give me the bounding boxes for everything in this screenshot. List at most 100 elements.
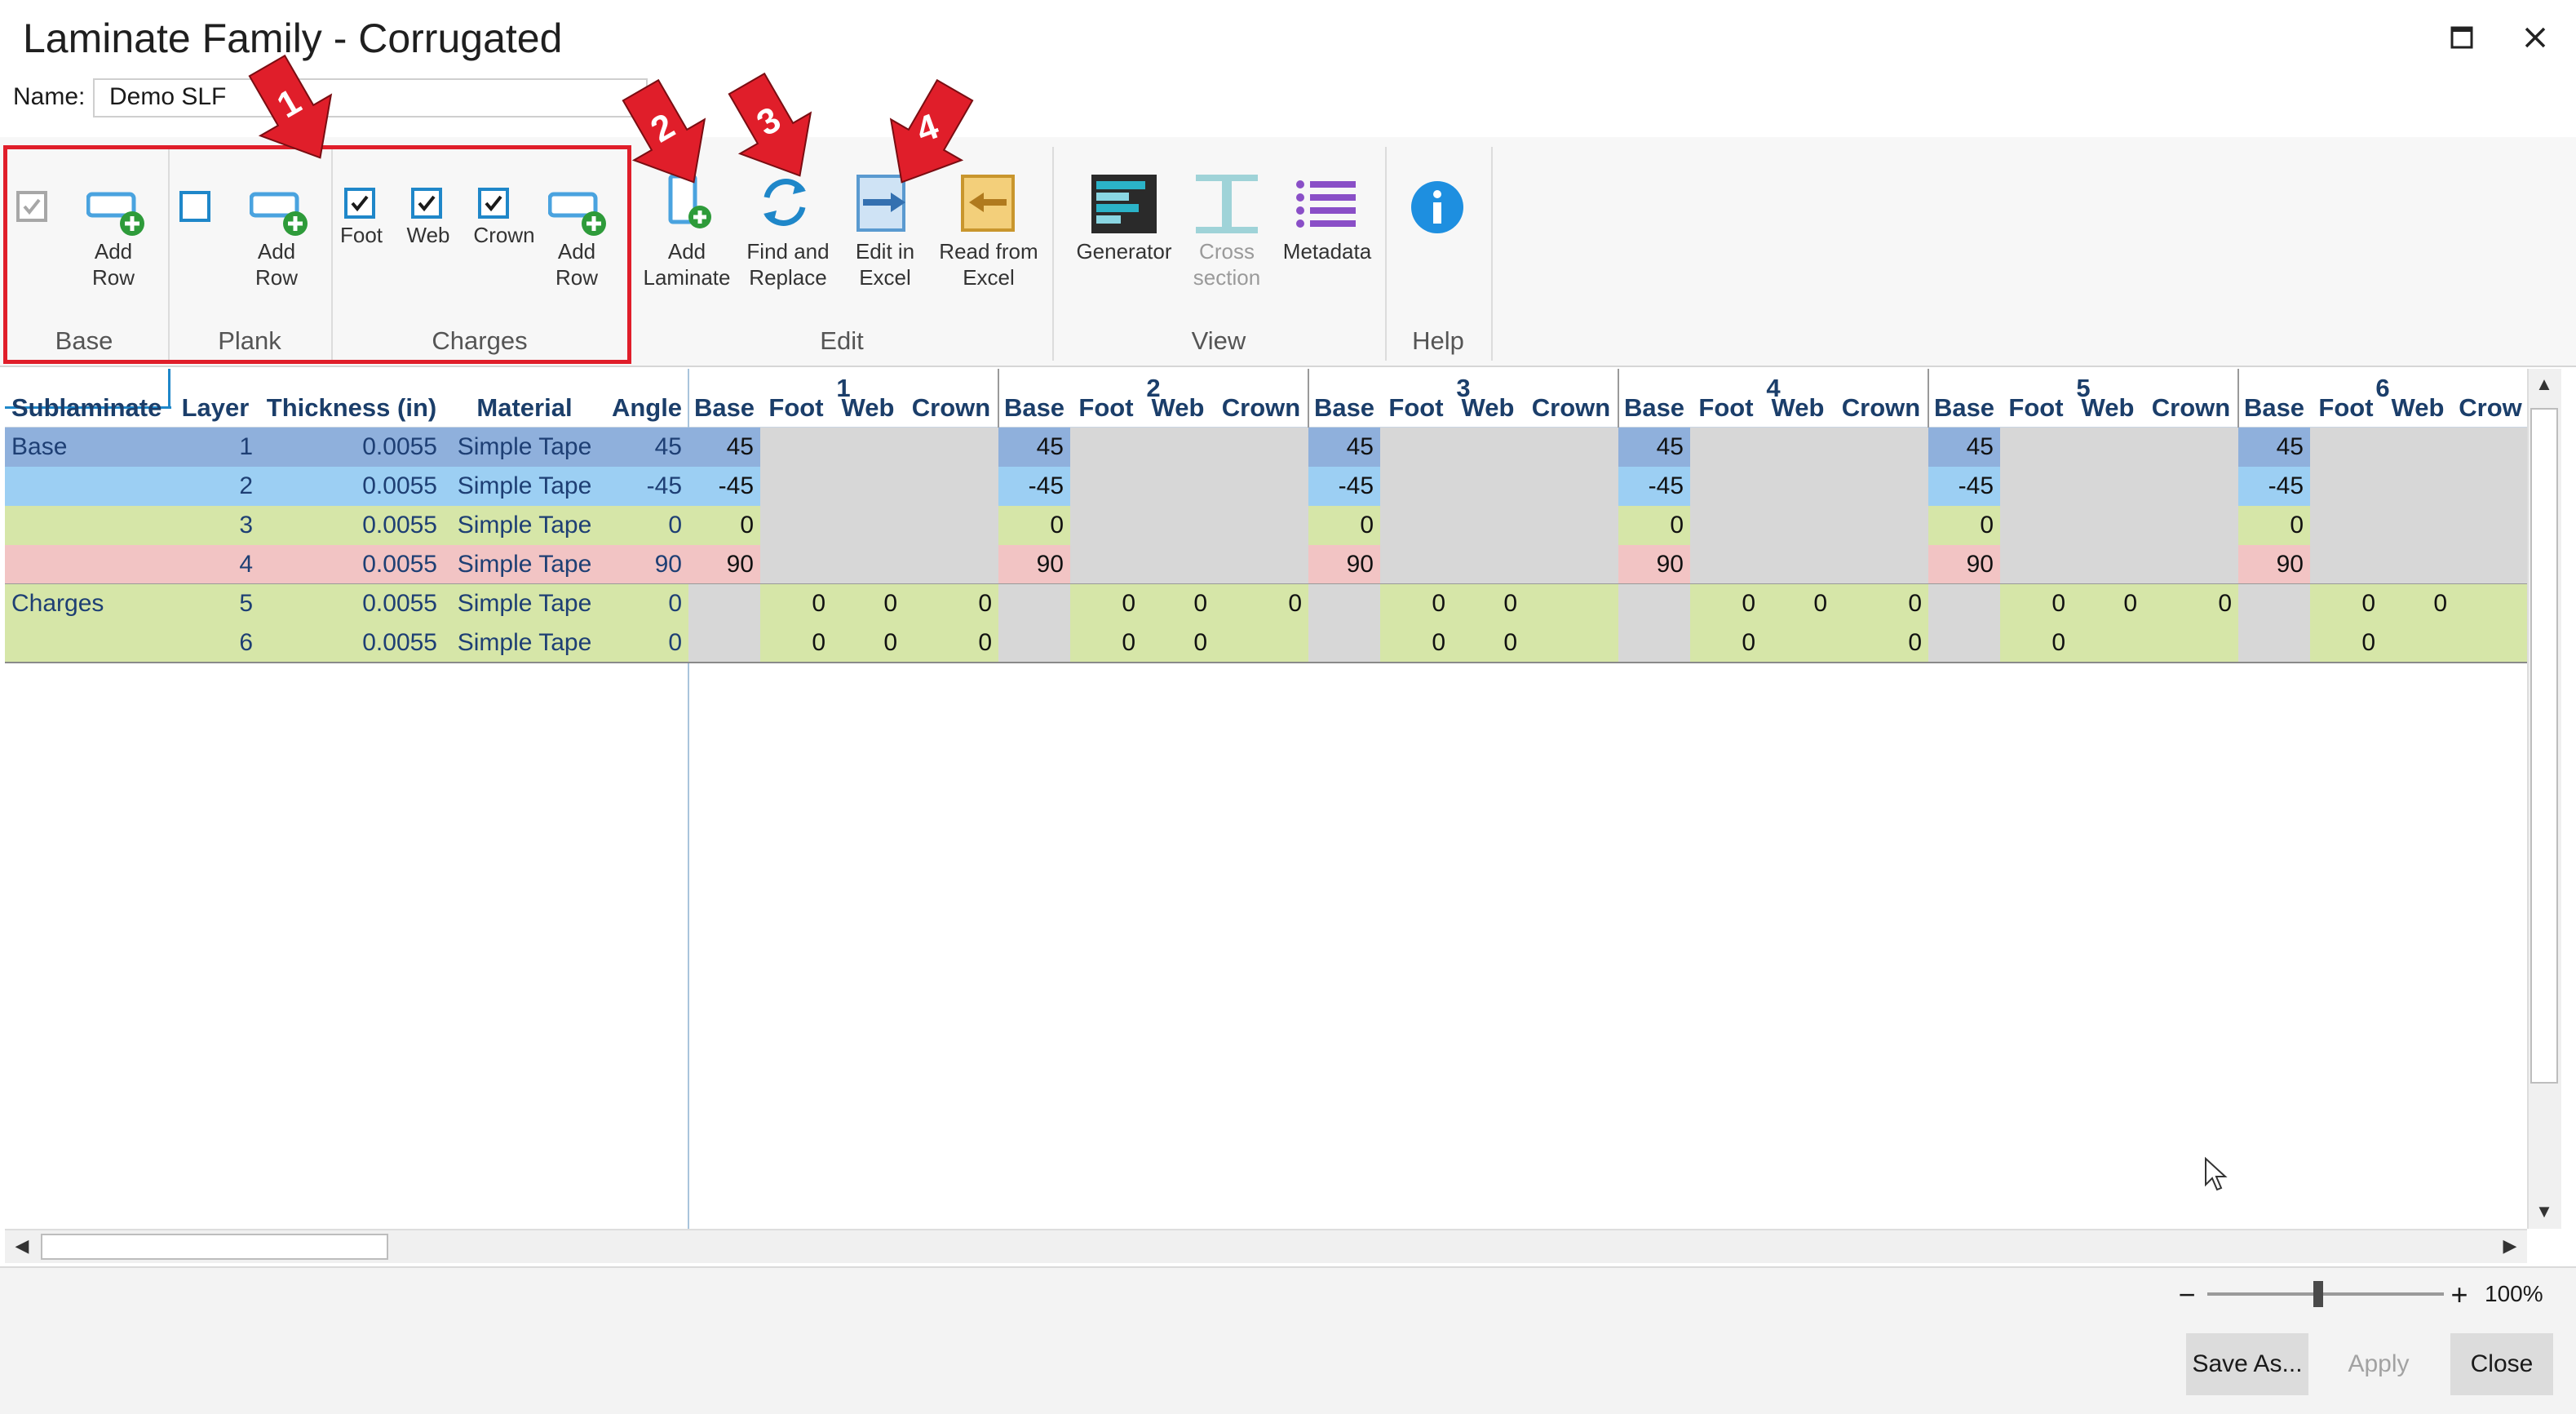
column-header[interactable]: Angle (611, 393, 683, 422)
laminate-cell[interactable] (1214, 506, 1308, 545)
laminate-grid[interactable]: Sublaminate Layer Thickness (in) Material An… (5, 369, 2549, 1229)
foot-checkbox[interactable] (344, 188, 375, 219)
read-from-excel-button[interactable]: Read from Excel (939, 239, 1038, 290)
laminate-cell[interactable]: -45 (998, 467, 1070, 506)
laminate-cell[interactable] (1618, 623, 1690, 663)
scroll-left-icon[interactable]: ◀ (15, 1235, 29, 1256)
laminate-cell[interactable] (1690, 545, 1762, 584)
sub-column-header[interactable]: Crow (2459, 393, 2522, 422)
sub-column-header[interactable]: Base (1623, 393, 1685, 422)
laminate-cell[interactable]: -45 (1928, 467, 2000, 506)
laminate-cell[interactable]: 45 (998, 428, 1070, 467)
cell-angle[interactable]: 0 (668, 512, 682, 539)
laminate-cell[interactable]: 0 (832, 623, 904, 663)
metadata-button[interactable]: Metadata (1282, 239, 1372, 264)
cell-angle[interactable]: 90 (654, 551, 682, 578)
laminate-cell[interactable] (2144, 545, 2238, 584)
charges-add-row-button[interactable]: Add Row (555, 239, 598, 290)
laminate-cell[interactable]: 0 (688, 506, 760, 545)
table-row[interactable] (5, 623, 688, 663)
laminate-cell[interactable] (688, 623, 760, 663)
vertical-scroll-thumb[interactable] (2530, 408, 2558, 1084)
laminate-cell[interactable]: 0 (1834, 623, 1928, 663)
laminate-cell[interactable] (1380, 428, 1452, 467)
laminate-cell[interactable] (998, 584, 1070, 623)
laminate-cell[interactable] (1452, 506, 1524, 545)
sub-column-header[interactable]: Base (2243, 393, 2305, 422)
cell-material[interactable]: Simple Tape (457, 512, 592, 539)
laminate-cell[interactable] (2072, 467, 2144, 506)
laminate-cell[interactable] (2454, 584, 2527, 623)
cell-material[interactable]: Simple Tape (457, 590, 592, 617)
column-header[interactable]: Sublaminate (11, 393, 162, 422)
laminate-cell[interactable] (1452, 467, 1524, 506)
laminate-cell[interactable] (1834, 428, 1928, 467)
laminate-cell[interactable] (2144, 467, 2238, 506)
laminate-group-header[interactable]: 3 (1456, 374, 1471, 402)
laminate-group-header[interactable]: 4 (1766, 374, 1781, 402)
laminate-cell[interactable] (2382, 428, 2454, 467)
laminate-cell[interactable] (1142, 428, 1214, 467)
column-header[interactable]: Layer (181, 393, 250, 422)
laminate-cell[interactable]: 0 (2144, 584, 2238, 623)
laminate-cell[interactable] (2454, 428, 2527, 467)
laminate-cell[interactable] (1618, 584, 1690, 623)
cross-section-button[interactable]: Cross section (1193, 239, 1261, 290)
laminate-cell[interactable] (1524, 623, 1618, 663)
laminate-cell[interactable] (2454, 545, 2527, 584)
laminate-cell[interactable] (1928, 584, 2000, 623)
cell-sublaminate[interactable] (5, 545, 171, 584)
sub-column-header[interactable]: Foot (768, 393, 824, 422)
cell-thickness[interactable]: 0.0055 (362, 629, 437, 656)
laminate-cell[interactable]: 45 (1928, 428, 2000, 467)
laminate-cell[interactable]: 90 (688, 545, 760, 584)
zoom-slider-thumb[interactable] (2313, 1281, 2323, 1307)
laminate-cell[interactable] (1524, 584, 1618, 623)
laminate-cell[interactable] (1524, 506, 1618, 545)
zoom-in-button[interactable]: + (2450, 1278, 2468, 1311)
sub-column-header[interactable]: Crown (1841, 393, 1921, 422)
sub-column-header[interactable]: Web (1461, 393, 1515, 422)
laminate-cell[interactable] (1214, 467, 1308, 506)
laminate-cell[interactable] (2238, 623, 2310, 663)
cell-sublaminate[interactable]: Charges (11, 590, 104, 617)
column-header[interactable]: Material (476, 393, 573, 422)
laminate-cell[interactable] (1834, 545, 1928, 584)
laminate-cell[interactable] (2382, 545, 2454, 584)
table-row[interactable] (5, 506, 688, 545)
sub-column-header[interactable]: Web (2391, 393, 2445, 422)
laminate-cell[interactable] (2310, 506, 2382, 545)
laminate-cell[interactable] (2144, 623, 2238, 663)
laminate-cell[interactable] (998, 623, 1070, 663)
laminate-cell[interactable] (2382, 467, 2454, 506)
laminate-cell[interactable] (2238, 584, 2310, 623)
laminate-cell[interactable] (832, 467, 904, 506)
laminate-cell[interactable] (1070, 467, 1142, 506)
laminate-cell[interactable] (2454, 506, 2527, 545)
laminate-cell[interactable] (1070, 506, 1142, 545)
cell-material[interactable]: Simple Tape (457, 472, 592, 499)
laminate-cell[interactable] (904, 506, 998, 545)
laminate-cell[interactable] (1452, 428, 1524, 467)
laminate-cell[interactable] (1834, 467, 1928, 506)
laminate-cell[interactable]: 90 (1308, 545, 1380, 584)
column-header[interactable]: Thickness (in) (266, 393, 437, 422)
plank-checkbox[interactable] (179, 191, 210, 222)
laminate-cell[interactable] (1762, 545, 1834, 584)
laminate-cell[interactable]: 0 (1142, 584, 1214, 623)
laminate-cell[interactable] (2310, 467, 2382, 506)
laminate-cell[interactable] (832, 506, 904, 545)
laminate-cell[interactable] (1690, 467, 1762, 506)
laminate-cell[interactable]: 90 (2238, 545, 2310, 584)
generator-button[interactable]: Generator (1076, 239, 1172, 264)
laminate-cell[interactable]: 45 (1618, 428, 1690, 467)
laminate-cell[interactable]: 0 (2000, 623, 2072, 663)
cell-layer[interactable]: 1 (239, 433, 253, 460)
laminate-group-header[interactable]: 6 (2375, 374, 2390, 402)
laminate-cell[interactable] (1834, 506, 1928, 545)
laminate-cell[interactable]: 0 (1928, 506, 2000, 545)
sub-column-header[interactable]: Foot (2318, 393, 2374, 422)
laminate-cell[interactable]: 45 (1308, 428, 1380, 467)
laminate-cell[interactable]: -45 (1618, 467, 1690, 506)
laminate-cell[interactable] (2072, 545, 2144, 584)
